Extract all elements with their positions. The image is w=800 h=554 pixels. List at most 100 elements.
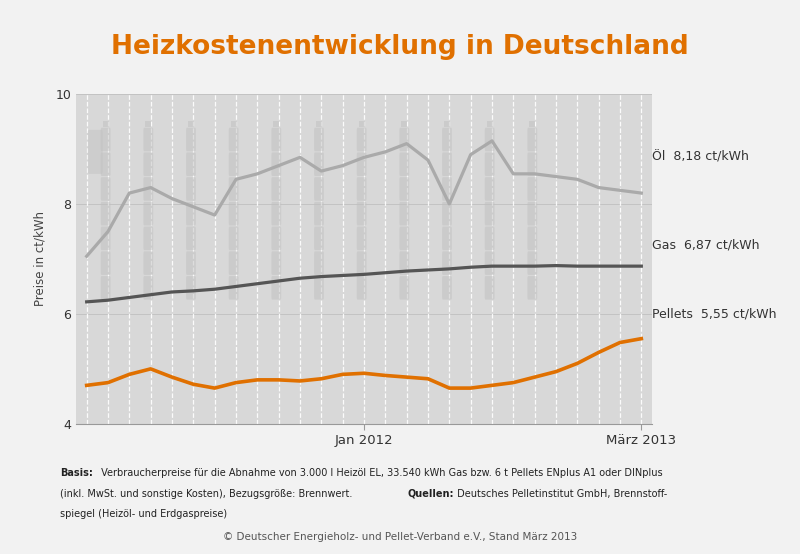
FancyBboxPatch shape: [314, 202, 324, 225]
FancyBboxPatch shape: [101, 127, 110, 151]
FancyBboxPatch shape: [527, 177, 538, 201]
Bar: [486, 121, 493, 127]
FancyBboxPatch shape: [143, 252, 154, 275]
Text: Verbraucherpreise für die Abnahme von 3.000 l Heizöl EL, 33.540 kWh Gas bzw. 6 t: Verbraucherpreise für die Abnahme von 3.…: [98, 468, 662, 478]
FancyBboxPatch shape: [229, 152, 238, 176]
FancyBboxPatch shape: [399, 177, 410, 201]
FancyBboxPatch shape: [101, 227, 110, 250]
FancyBboxPatch shape: [485, 227, 494, 250]
Text: (inkl. MwSt. und sonstige Kosten), Bezugsgröße: Brennwert.: (inkl. MwSt. und sonstige Kosten), Bezug…: [60, 489, 355, 499]
FancyBboxPatch shape: [442, 152, 452, 176]
FancyBboxPatch shape: [527, 252, 538, 275]
FancyBboxPatch shape: [399, 252, 410, 275]
FancyBboxPatch shape: [271, 177, 282, 201]
FancyBboxPatch shape: [527, 227, 538, 250]
Text: Quellen:: Quellen:: [408, 489, 454, 499]
FancyBboxPatch shape: [357, 202, 366, 225]
Text: © Deutscher Energieholz- und Pellet-Verband e.V., Stand März 2013: © Deutscher Energieholz- und Pellet-Verb…: [223, 532, 577, 542]
FancyBboxPatch shape: [357, 252, 366, 275]
Text: Pellets  5,55 ct/kWh: Pellets 5,55 ct/kWh: [652, 307, 777, 320]
FancyBboxPatch shape: [186, 227, 196, 250]
FancyBboxPatch shape: [527, 152, 538, 176]
FancyBboxPatch shape: [442, 177, 452, 201]
FancyBboxPatch shape: [186, 177, 196, 201]
FancyBboxPatch shape: [314, 252, 324, 275]
FancyBboxPatch shape: [271, 252, 282, 275]
Bar: [530, 121, 535, 127]
FancyBboxPatch shape: [186, 152, 196, 176]
FancyBboxPatch shape: [88, 130, 102, 174]
FancyBboxPatch shape: [357, 127, 366, 151]
FancyBboxPatch shape: [101, 276, 110, 300]
FancyBboxPatch shape: [314, 227, 324, 250]
Text: Öl  8,18 ct/kWh: Öl 8,18 ct/kWh: [652, 151, 749, 164]
FancyBboxPatch shape: [271, 202, 282, 225]
FancyBboxPatch shape: [271, 152, 282, 176]
FancyBboxPatch shape: [101, 152, 110, 176]
FancyBboxPatch shape: [101, 252, 110, 275]
FancyBboxPatch shape: [442, 252, 452, 275]
FancyBboxPatch shape: [314, 152, 324, 176]
FancyBboxPatch shape: [399, 127, 410, 151]
FancyBboxPatch shape: [442, 276, 452, 300]
FancyBboxPatch shape: [143, 276, 154, 300]
FancyBboxPatch shape: [357, 177, 366, 201]
Text: Gas  6,87 ct/kWh: Gas 6,87 ct/kWh: [652, 239, 759, 252]
FancyBboxPatch shape: [143, 227, 154, 250]
Bar: [402, 121, 407, 127]
FancyBboxPatch shape: [442, 202, 452, 225]
FancyBboxPatch shape: [186, 127, 196, 151]
FancyBboxPatch shape: [101, 202, 110, 225]
FancyBboxPatch shape: [271, 227, 282, 250]
FancyBboxPatch shape: [485, 152, 494, 176]
FancyBboxPatch shape: [314, 276, 324, 300]
FancyBboxPatch shape: [442, 127, 452, 151]
FancyBboxPatch shape: [229, 202, 238, 225]
Text: Deutsches Pelletinstitut GmbH, Brennstoff-: Deutsches Pelletinstitut GmbH, Brennstof…: [454, 489, 668, 499]
Text: Basis:: Basis:: [60, 468, 93, 478]
FancyBboxPatch shape: [399, 276, 410, 300]
FancyBboxPatch shape: [229, 227, 238, 250]
FancyBboxPatch shape: [186, 252, 196, 275]
FancyBboxPatch shape: [143, 202, 154, 225]
Text: spiegel (Heizöl- und Erdgaspreise): spiegel (Heizöl- und Erdgaspreise): [60, 509, 227, 519]
FancyBboxPatch shape: [527, 202, 538, 225]
Bar: [274, 121, 279, 127]
FancyBboxPatch shape: [357, 227, 366, 250]
FancyBboxPatch shape: [527, 276, 538, 300]
FancyBboxPatch shape: [229, 127, 238, 151]
FancyBboxPatch shape: [186, 202, 196, 225]
FancyBboxPatch shape: [314, 127, 324, 151]
Bar: [188, 121, 194, 127]
FancyBboxPatch shape: [357, 152, 366, 176]
FancyBboxPatch shape: [143, 127, 154, 151]
Bar: [230, 121, 237, 127]
Text: Heizkostenentwicklung in Deutschland: Heizkostenentwicklung in Deutschland: [111, 34, 689, 60]
FancyBboxPatch shape: [143, 152, 154, 176]
FancyBboxPatch shape: [101, 177, 110, 201]
FancyBboxPatch shape: [186, 276, 196, 300]
FancyBboxPatch shape: [485, 127, 494, 151]
FancyBboxPatch shape: [143, 177, 154, 201]
FancyBboxPatch shape: [229, 177, 238, 201]
FancyBboxPatch shape: [485, 276, 494, 300]
Bar: [358, 121, 365, 127]
Bar: [146, 121, 151, 127]
FancyBboxPatch shape: [229, 252, 238, 275]
FancyBboxPatch shape: [271, 276, 282, 300]
FancyBboxPatch shape: [399, 227, 410, 250]
FancyBboxPatch shape: [485, 177, 494, 201]
Bar: [316, 121, 322, 127]
FancyBboxPatch shape: [314, 177, 324, 201]
Y-axis label: Preise in ct/kWh: Preise in ct/kWh: [34, 212, 47, 306]
FancyBboxPatch shape: [399, 202, 410, 225]
FancyBboxPatch shape: [357, 276, 366, 300]
FancyBboxPatch shape: [527, 127, 538, 151]
Bar: [444, 121, 450, 127]
FancyBboxPatch shape: [271, 127, 282, 151]
FancyBboxPatch shape: [485, 252, 494, 275]
FancyBboxPatch shape: [485, 202, 494, 225]
Bar: [102, 121, 109, 127]
FancyBboxPatch shape: [399, 152, 410, 176]
FancyBboxPatch shape: [229, 276, 238, 300]
